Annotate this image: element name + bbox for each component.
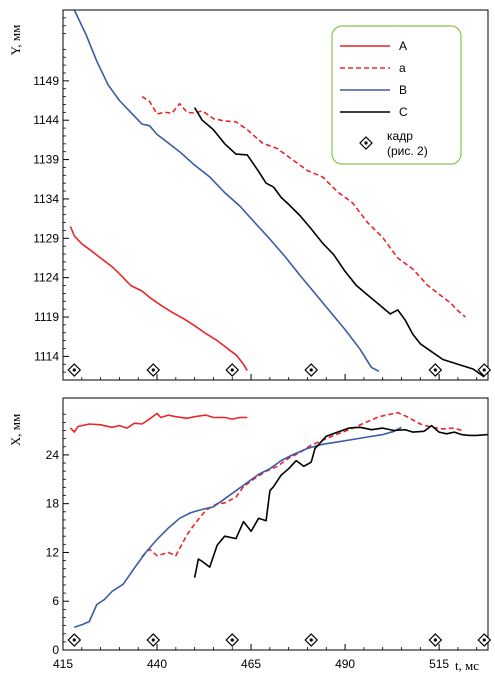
legend-label: A bbox=[399, 39, 407, 53]
frame-marker bbox=[428, 363, 443, 377]
y-tick-label: 6 bbox=[52, 594, 59, 608]
frame-marker-dot bbox=[433, 638, 437, 642]
x-tick-label: 465 bbox=[241, 657, 261, 671]
frame-marker bbox=[477, 633, 492, 647]
y-tick-label: 1144 bbox=[33, 113, 59, 127]
y-tick-label: 1149 bbox=[33, 74, 59, 88]
series-line-A bbox=[69, 226, 248, 372]
frame-marker bbox=[67, 363, 82, 377]
frame-marker bbox=[304, 633, 319, 647]
y-tick-label: 0 bbox=[52, 643, 59, 657]
legend-label: C bbox=[399, 105, 408, 119]
x-tick-label: 415 bbox=[53, 657, 73, 671]
frame-marker-dot bbox=[230, 638, 234, 642]
frame-marker-dot bbox=[309, 368, 313, 372]
frame-marker bbox=[428, 633, 443, 647]
frame-marker-dot bbox=[482, 638, 486, 642]
frame-marker bbox=[304, 363, 319, 377]
frame-marker-dot bbox=[482, 368, 486, 372]
legend-marker-frame bbox=[359, 136, 373, 150]
y-tick-label: 1119 bbox=[34, 310, 59, 324]
y-tick-label: 1114 bbox=[34, 349, 59, 363]
legend-label: a bbox=[399, 61, 406, 75]
legend-label: B bbox=[399, 83, 407, 97]
frame-marker-dot bbox=[364, 141, 368, 145]
frame-marker bbox=[477, 363, 492, 377]
y-tick-label: 1139 bbox=[33, 153, 59, 167]
x-tick-label: 440 bbox=[147, 657, 167, 671]
frame-marker-dot bbox=[151, 368, 155, 372]
frame-marker-dot bbox=[72, 638, 76, 642]
legend-label: (рис. 2) bbox=[387, 144, 428, 158]
frame-marker bbox=[146, 633, 161, 647]
x-axis-label: t, мс bbox=[455, 658, 479, 673]
frame-marker bbox=[225, 633, 240, 647]
frame-marker bbox=[146, 363, 161, 377]
series-line-A bbox=[69, 412, 248, 433]
frame-marker bbox=[67, 633, 82, 647]
y-tick-label: 12 bbox=[46, 545, 60, 559]
y-tick-label: 18 bbox=[46, 497, 60, 511]
top-panel: 1114 1119 1124 1129 1134 1139 1144 1149 Y, мм bbox=[8, 9, 492, 381]
frame-marker-dot bbox=[433, 368, 437, 372]
y-axis-label: X, мм bbox=[8, 414, 23, 446]
bottom-panel: 0 6 12 18 24 415 440 465 490 515 X, мм t, мс bbox=[8, 397, 492, 673]
y-tick-label: 1124 bbox=[33, 271, 59, 285]
plot-frame bbox=[62, 9, 489, 381]
frame-marker-dot bbox=[151, 638, 155, 642]
frame-marker-dot bbox=[72, 368, 76, 372]
series-line-C bbox=[193, 107, 485, 378]
series-line-B bbox=[73, 9, 380, 373]
y-tick-label: 1129 bbox=[33, 231, 59, 245]
series-line-B bbox=[74, 426, 402, 628]
frame-marker-dot bbox=[230, 368, 234, 372]
plot-frame bbox=[62, 397, 489, 651]
y-tick-label: 24 bbox=[46, 448, 60, 462]
series-line-a bbox=[141, 411, 462, 558]
legend-box bbox=[331, 25, 462, 165]
x-tick-label: 490 bbox=[335, 657, 355, 671]
frame-marker bbox=[225, 363, 240, 377]
frame-marker-dot bbox=[309, 638, 313, 642]
y-tick-label: 1134 bbox=[33, 192, 59, 206]
series-line-a bbox=[141, 95, 466, 318]
legend-label: кадр bbox=[387, 129, 413, 143]
y-axis-label: Y, мм bbox=[8, 25, 23, 56]
series-line-C bbox=[193, 424, 489, 578]
x-tick-label: 515 bbox=[429, 657, 449, 671]
